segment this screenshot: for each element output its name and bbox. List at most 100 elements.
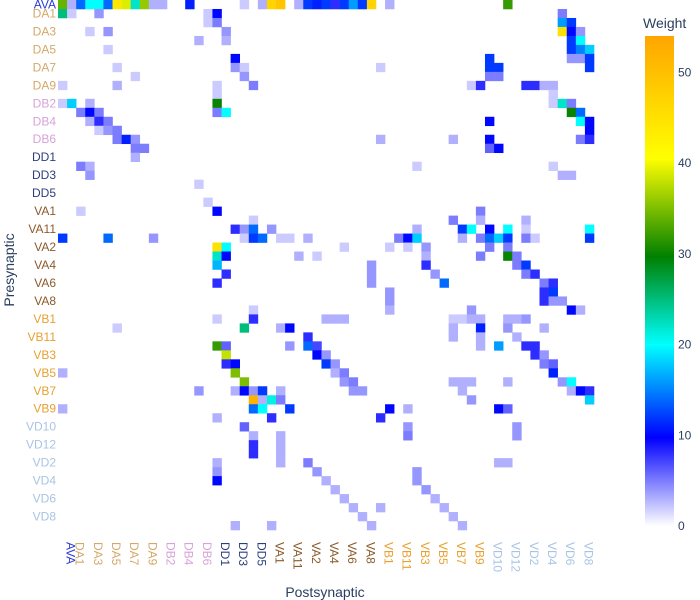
heatmap-cell[interactable] <box>503 458 513 468</box>
heatmap-cell[interactable] <box>375 62 386 73</box>
heatmap-cell[interactable] <box>221 35 231 46</box>
heatmap-cell[interactable] <box>339 377 350 387</box>
heatmap-cell[interactable] <box>521 269 531 279</box>
heatmap-cell[interactable] <box>257 233 268 243</box>
heatmap-cell[interactable] <box>357 386 368 396</box>
heatmap-cell[interactable] <box>484 62 495 73</box>
heatmap-cell[interactable] <box>521 314 531 324</box>
heatmap-cell[interactable] <box>230 62 240 73</box>
heatmap-cell[interactable] <box>94 116 104 127</box>
heatmap-cell[interactable] <box>584 116 595 127</box>
heatmap-cell[interactable] <box>148 233 159 243</box>
heatmap-cell[interactable] <box>512 332 522 342</box>
heatmap-cell[interactable] <box>276 233 286 243</box>
heatmap-cell[interactable] <box>348 386 359 396</box>
heatmap-cell[interactable] <box>239 62 250 73</box>
heatmap-cell[interactable] <box>276 449 286 459</box>
heatmap-cell[interactable] <box>230 368 240 378</box>
heatmap-cell[interactable] <box>276 458 286 468</box>
heatmap-cell[interactable] <box>130 71 141 82</box>
heatmap-cell[interactable] <box>248 395 259 405</box>
heatmap-cell[interactable] <box>439 503 449 513</box>
heatmap-cell[interactable] <box>548 359 558 369</box>
heatmap-cell[interactable] <box>539 359 549 369</box>
heatmap-cell[interactable] <box>248 440 259 450</box>
heatmap-cell[interactable] <box>539 296 549 306</box>
heatmap-cell[interactable] <box>412 233 422 243</box>
heatmap-cell[interactable] <box>566 98 577 109</box>
heatmap-cell[interactable] <box>475 341 486 351</box>
heatmap-cell[interactable] <box>321 314 331 324</box>
heatmap-cell[interactable] <box>457 521 468 531</box>
heatmap-cell[interactable] <box>448 377 459 387</box>
heatmap-cell[interactable] <box>466 224 477 234</box>
heatmap-cell[interactable] <box>221 350 231 360</box>
heatmap-cell[interactable] <box>303 233 313 243</box>
heatmap-cell[interactable] <box>221 251 231 261</box>
heatmap-cell[interactable] <box>212 80 222 91</box>
heatmap-cell[interactable] <box>330 0 340 10</box>
heatmap-cell[interactable] <box>548 296 558 306</box>
heatmap-cell[interactable] <box>512 251 522 261</box>
heatmap-cell[interactable] <box>484 116 495 127</box>
heatmap-cell[interactable] <box>475 251 486 261</box>
heatmap-cell[interactable] <box>194 35 204 46</box>
heatmap-cell[interactable] <box>348 377 359 387</box>
heatmap-cell[interactable] <box>339 368 350 378</box>
heatmap-cell[interactable] <box>557 296 568 306</box>
heatmap-cell[interactable] <box>448 323 459 333</box>
heatmap-cell[interactable] <box>385 404 395 414</box>
heatmap-cell[interactable] <box>366 521 377 531</box>
heatmap-cell[interactable] <box>475 215 486 225</box>
heatmap-cell[interactable] <box>530 350 540 360</box>
heatmap-cell[interactable] <box>303 0 313 10</box>
heatmap-cell[interactable] <box>248 215 259 225</box>
heatmap-cell[interactable] <box>212 467 222 477</box>
heatmap-cell[interactable] <box>375 503 386 513</box>
heatmap-cell[interactable] <box>230 53 240 64</box>
heatmap-cell[interactable] <box>484 134 495 145</box>
heatmap-cell[interactable] <box>112 134 122 145</box>
heatmap-cell[interactable] <box>103 125 113 136</box>
heatmap-cell[interactable] <box>248 314 259 324</box>
heatmap-cell[interactable] <box>103 44 113 55</box>
heatmap-cell[interactable] <box>112 62 122 73</box>
heatmap-cell[interactable] <box>457 233 468 243</box>
heatmap-cell[interactable] <box>76 206 86 216</box>
heatmap-cell[interactable] <box>221 107 231 118</box>
heatmap-cell[interactable] <box>76 161 86 171</box>
heatmap-cell[interactable] <box>248 431 259 441</box>
heatmap-cell[interactable] <box>403 431 413 441</box>
heatmap-cell[interactable] <box>403 404 413 414</box>
heatmap-cell[interactable] <box>276 323 286 333</box>
heatmap-cell[interactable] <box>266 521 277 531</box>
heatmap-cell[interactable] <box>276 395 286 405</box>
heatmap-cell[interactable] <box>285 233 295 243</box>
heatmap-cell[interactable] <box>512 431 522 441</box>
heatmap-cell[interactable] <box>121 134 131 145</box>
heatmap-cell[interactable] <box>385 305 395 315</box>
heatmap-cell[interactable] <box>475 314 486 324</box>
heatmap-cell[interactable] <box>366 278 377 288</box>
heatmap-cell[interactable] <box>94 107 104 118</box>
heatmap-cell[interactable] <box>257 395 268 405</box>
heatmap-cell[interactable] <box>330 485 340 495</box>
heatmap-cell[interactable] <box>112 0 122 10</box>
heatmap-cell[interactable] <box>139 0 150 10</box>
heatmap-cell[interactable] <box>494 233 504 243</box>
heatmap-cell[interactable] <box>584 53 595 64</box>
heatmap-cell[interactable] <box>539 80 549 91</box>
heatmap-cell[interactable] <box>194 179 204 189</box>
heatmap-cell[interactable] <box>339 494 350 504</box>
heatmap-cell[interactable] <box>303 458 313 468</box>
heatmap-cell[interactable] <box>230 359 240 369</box>
heatmap-cell[interactable] <box>230 224 240 234</box>
heatmap-cell[interactable] <box>566 170 577 180</box>
heatmap-cell[interactable] <box>557 170 568 180</box>
heatmap-cell[interactable] <box>448 332 459 342</box>
heatmap-cell[interactable] <box>130 0 141 10</box>
heatmap-cell[interactable] <box>130 134 141 145</box>
heatmap-cell[interactable] <box>539 350 549 360</box>
heatmap-cell[interactable] <box>557 8 568 19</box>
heatmap-cell[interactable] <box>257 386 268 396</box>
